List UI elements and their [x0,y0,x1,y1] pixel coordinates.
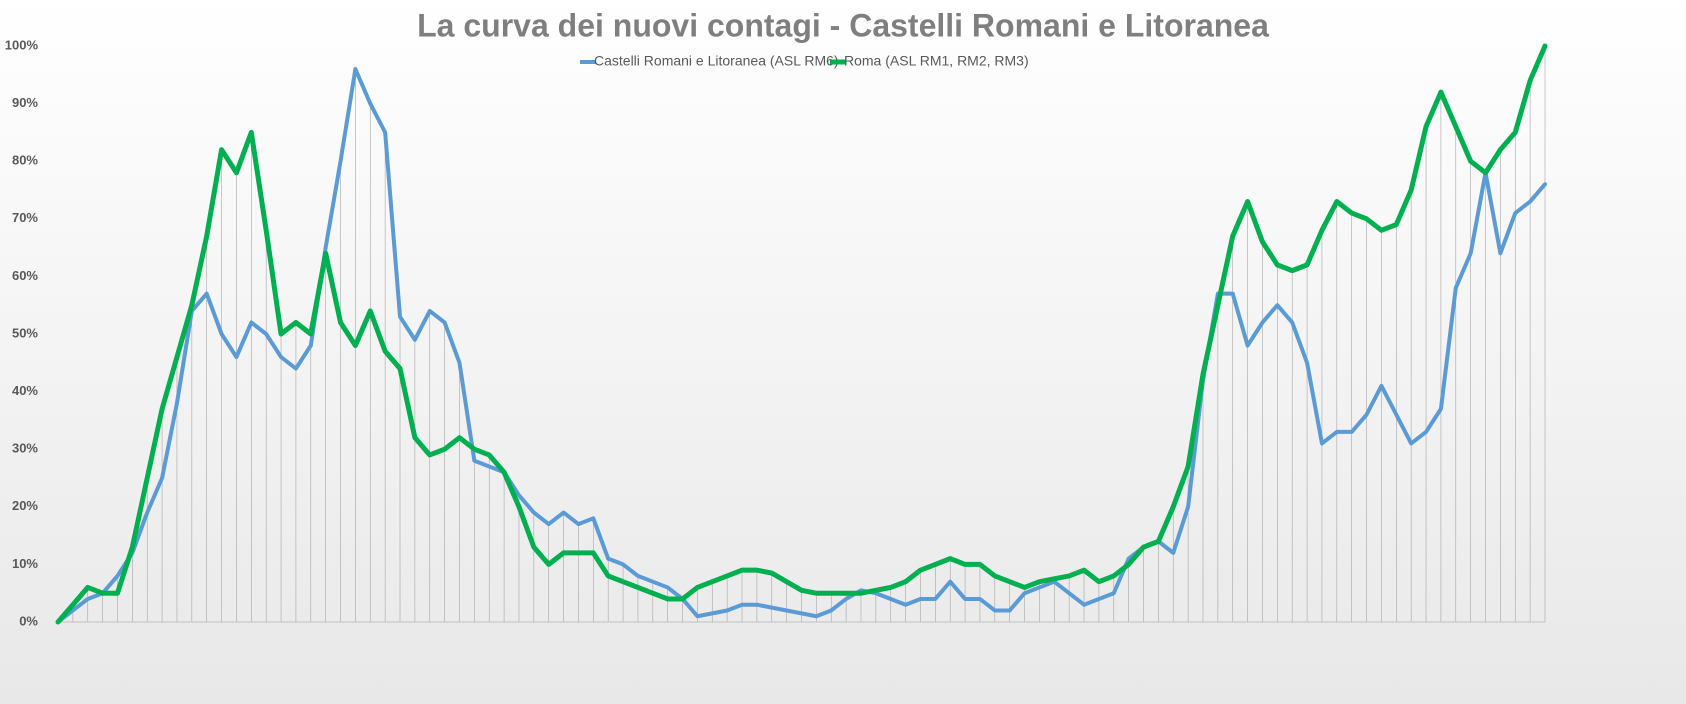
y-tick-label: 60% [12,268,38,283]
y-tick-label: 90% [12,95,38,110]
y-tick-label: 30% [12,441,38,456]
y-tick-label: 80% [12,153,38,168]
legend-item: Castelli Romani e Litoranea (ASL RM6) [580,53,839,69]
y-tick-label: 40% [12,383,38,398]
y-tick-label: 20% [12,498,38,513]
legend-label: Castelli Romani e Litoranea (ASL RM6) [594,53,839,69]
series-line [55,43,1548,625]
y-tick-label: 50% [12,325,38,340]
y-tick-label: 10% [12,556,38,571]
legend-label: Roma (ASL RM1, RM2, RM3) [844,53,1029,69]
series-line [56,67,1547,624]
y-tick-label: 70% [12,210,38,225]
chart-title: La curva dei nuovi contagi - Castelli Ro… [417,7,1269,43]
legend-item: Roma (ASL RM1, RM2, RM3) [830,53,1029,69]
y-tick-label: 0% [19,613,38,628]
y-tick-label: 100% [5,37,39,52]
